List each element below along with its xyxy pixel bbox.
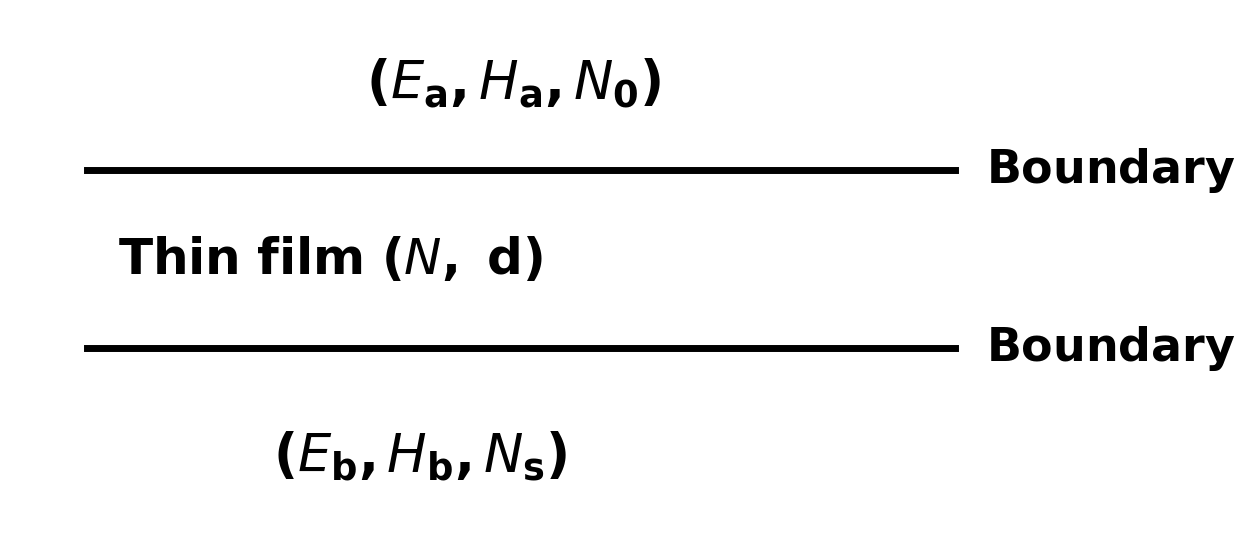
Text: $\mathbf{(\mathit{E}_a\mathbf{,}\,\mathit{H}_a\mathbf{,}\,\mathit{N}_0\mathbf{)}: $\mathbf{(\mathit{E}_a\mathbf{,}\,\mathi…	[366, 57, 661, 110]
Text: $\mathbf{Thin\ film\ (\mathit{N}\mathbf{,\ d)}}$: $\mathbf{Thin\ film\ (\mathit{N}\mathbf{…	[118, 235, 542, 284]
Text: $\mathbf{(\mathit{E}_b\mathbf{,}\,\mathit{H}_b\mathbf{,}\,\mathit{N}_s\mathbf{)}: $\mathbf{(\mathit{E}_b\mathbf{,}\,\mathi…	[273, 430, 568, 483]
Text: $\mathbf{Boundary\ a}$: $\mathbf{Boundary\ a}$	[986, 146, 1240, 194]
Text: $\mathbf{Boundary\ b}$: $\mathbf{Boundary\ b}$	[986, 324, 1240, 373]
